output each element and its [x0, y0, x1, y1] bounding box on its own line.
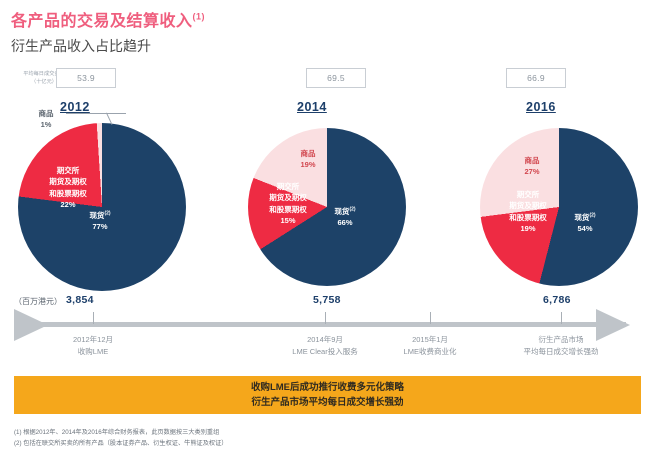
timeline-event-3: 2015年1月 LME收费商业化 [372, 334, 488, 359]
avg-daily-turnover-value-2012: 53.9 [56, 68, 116, 88]
timeline-event-3-desc: LME收费商业化 [403, 347, 457, 357]
avg-daily-turnover-label-line1: 平均每日成交金額 [23, 71, 65, 77]
commodity-leader-line-horizontal-2012 [66, 113, 126, 114]
timeline-tick-1 [93, 312, 94, 324]
revenue-unit-label: （百万港元） [14, 297, 62, 306]
avg-daily-turnover-value-2016: 66.9 [506, 68, 566, 88]
timeline-event-1: 2012年12月 收购LME [43, 334, 143, 359]
page-title: 各产品的交易及结算收入(1) [11, 7, 205, 31]
summary-callout-line1: 收购LME后成功推行收费多元化策略 [250, 381, 405, 393]
timeline-event-4-desc: 平均每日成交增长强劲 [523, 347, 599, 357]
revenue-value-2016: 6,786 [543, 294, 571, 306]
timeline-arrow-right [596, 309, 630, 341]
timeline-bar [14, 322, 626, 327]
pie-chart-2014 [248, 128, 406, 286]
avg-daily-turnover-value-2014: 69.5 [306, 68, 366, 88]
timeline-tick-3 [430, 312, 431, 324]
timeline-tick-4 [561, 312, 562, 324]
summary-callout: 收购LME后成功推行收费多元化策略 衍生产品市场平均每日成交增长强劲 [14, 376, 641, 414]
footnote-2: (2) 包括在联交所买卖的所有产品（股本证券产品、衍生权证、牛熊证及权证） [14, 440, 228, 447]
timeline-event-4-date: 衍生产品市场 [538, 335, 584, 344]
timeline-tick-2 [325, 312, 326, 324]
page-title-text: 各产品的交易及结算收入 [11, 13, 193, 30]
page-title-footnote-marker: (1) [192, 11, 206, 22]
timeline-event-4: 衍生产品市场 平均每日成交增长强劲 [492, 334, 630, 359]
year-label-2016: 2016 [526, 100, 556, 114]
revenue-value-2014: 5,758 [313, 294, 341, 306]
page-subtitle: 衍生产品收入占比趋升 [11, 38, 151, 54]
pie-2012-commodity-value: 1% [40, 120, 52, 130]
timeline-event-2-desc: LME Clear投入服务 [292, 347, 358, 357]
avg-daily-turnover-label-line2: （十亿元） [31, 79, 57, 86]
timeline-event-3-date: 2015年1月 [412, 335, 448, 344]
year-label-2014: 2014 [297, 100, 327, 114]
pie-chart-2016 [480, 128, 638, 286]
timeline-event-2: 2014年9月 LME Clear投入服务 [265, 334, 385, 359]
avg-daily-turnover-label: 平均每日成交金額 （十亿元） [13, 70, 75, 86]
timeline-event-2-date: 2014年9月 [307, 335, 343, 344]
pie-chart-2012 [18, 123, 186, 291]
timeline-event-1-desc: 收购LME [77, 347, 109, 357]
summary-callout-line2: 衍生产品市场平均每日成交增长强劲 [251, 397, 404, 408]
year-label-2012: 2012 [60, 100, 90, 114]
revenue-value-2012: 3,854 [66, 294, 94, 306]
timeline-event-1-date: 2012年12月 [72, 335, 114, 344]
footnote-1: (1) 根据2012年、2014年及2016年综合财务报表，此页数据按三大类别重… [14, 429, 220, 436]
